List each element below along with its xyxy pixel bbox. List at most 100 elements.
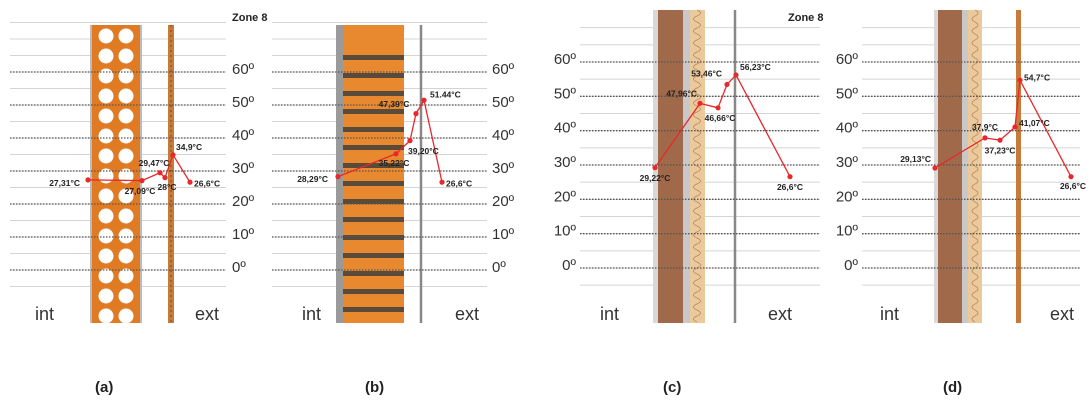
value-label: 56,23°C (740, 62, 771, 72)
air-gap (683, 10, 690, 323)
outside-label: ext (768, 304, 792, 324)
brick-hole (119, 89, 134, 104)
value-label: 27,09°C (125, 186, 156, 196)
brick-hole (99, 249, 114, 264)
value-label: 26,6°C (777, 182, 803, 192)
cladding (168, 25, 174, 323)
insulation (968, 10, 982, 323)
temperature-point (187, 180, 192, 185)
air-gap (962, 10, 968, 323)
y-tick-label: 50º (232, 94, 255, 111)
temperature-point (439, 180, 444, 185)
zone-label: Zone 8 (232, 12, 267, 24)
brick-hole (119, 149, 134, 164)
brick-hole (119, 109, 134, 124)
brick-hole (99, 269, 114, 284)
brick-hole (99, 29, 114, 44)
temperature-point (170, 152, 175, 157)
temperature-point (413, 111, 418, 116)
temperature-point (335, 174, 340, 179)
temperature-point (733, 72, 738, 77)
brick-hole (119, 249, 134, 264)
value-label: 28°C (158, 182, 177, 192)
temperature-point (162, 175, 167, 180)
value-label: 46,66°C (705, 113, 736, 123)
value-label: 35,22°C (379, 158, 410, 168)
temperature-point (157, 170, 162, 175)
mortar (343, 235, 404, 240)
mortar (343, 199, 404, 204)
temperature-point (407, 138, 412, 143)
y-tick-label: 0º (232, 259, 246, 276)
brick-hole (99, 69, 114, 84)
brick-hole (99, 89, 114, 104)
brick-hole (119, 209, 134, 224)
zone-label: Zone 8 (788, 12, 823, 24)
y-tick-label: 10º (554, 223, 577, 240)
brick-hole (99, 149, 114, 164)
page: {"chart_data": [ {"type": "line", "title… (0, 0, 1091, 401)
temperature-point (997, 138, 1002, 143)
brick-hole (119, 229, 134, 244)
brick-hole (99, 309, 114, 324)
value-label: 27,31°C (49, 178, 80, 188)
mortar (343, 109, 404, 114)
temperature-point (139, 178, 144, 183)
mortar (343, 217, 404, 222)
value-label: 37,23°C (985, 145, 1016, 155)
panel-caption: (d) (943, 379, 962, 396)
y-tick-label: 10º (232, 226, 255, 243)
value-label: 29,47°C (139, 158, 170, 168)
inside-label: int (302, 304, 321, 324)
panel-caption: (a) (95, 379, 113, 396)
panel-caption: (b) (365, 379, 384, 396)
y-tick-label: 50º (836, 85, 859, 102)
y-tick-label: 20º (554, 188, 577, 205)
temperature-point (393, 151, 398, 156)
mortar (343, 271, 404, 276)
value-label: 53,46°C (691, 69, 722, 79)
y-tick-label: 20º (836, 188, 859, 205)
mortar (343, 289, 404, 294)
y-tick-label: 30º (554, 154, 577, 171)
panel: 0º10º20º30º40º50º60º28,29°C35,22°C39,20°… (272, 23, 515, 396)
y-tick-label: 60º (492, 61, 515, 78)
mortar (343, 91, 404, 96)
figure: 0º 10º 20º 30º 40º 50º 60º 27,31°C 27,09°C 29,47°… (0, 0, 1091, 401)
mortar (343, 127, 404, 132)
y-tick-label: 30º (232, 160, 255, 177)
value-label: 34,9°C (176, 142, 202, 152)
value-label: 26,6°C (194, 178, 220, 188)
y-tick-label: 20º (492, 193, 515, 210)
value-label: 39,20°C (408, 146, 439, 156)
y-tick-label: 30º (836, 154, 859, 171)
temperature-point (1012, 124, 1017, 129)
value-label: 26,6°C (446, 178, 472, 188)
brick-hole (99, 109, 114, 124)
value-label: 47,39°C (379, 99, 410, 109)
y-tick-label: 10º (492, 226, 515, 243)
value-label: 26,6°C (1060, 181, 1086, 191)
value-label: 29,13°C (900, 154, 931, 164)
y-tick-label: 60º (232, 61, 255, 78)
y-tick-label: 40º (492, 127, 515, 144)
y-tick-label: 60º (836, 51, 859, 68)
brick-hole (119, 289, 134, 304)
brick-hole (119, 49, 134, 64)
mortar (343, 253, 404, 258)
temperature-point (787, 174, 792, 179)
outside-label: ext (1050, 304, 1074, 324)
panel: 0º10º20º30º40º50º60º27,31°C27,09°C29,47°… (10, 12, 267, 396)
brick-hole (99, 209, 114, 224)
mortar (343, 145, 404, 150)
y-tick-label: 40º (554, 120, 577, 137)
panel: 0º10º20º30º40º50º60º29,13°C37,9°C37,23°C… (836, 10, 1086, 396)
brick-hole (99, 289, 114, 304)
panel-caption: (c) (663, 379, 681, 396)
temperature-point (715, 105, 720, 110)
brick-hole (99, 229, 114, 244)
y-tick-label: 0º (562, 257, 576, 274)
outside-label: ext (195, 304, 219, 324)
value-label: 37,9°C (972, 122, 998, 132)
inside-label: int (35, 304, 54, 324)
